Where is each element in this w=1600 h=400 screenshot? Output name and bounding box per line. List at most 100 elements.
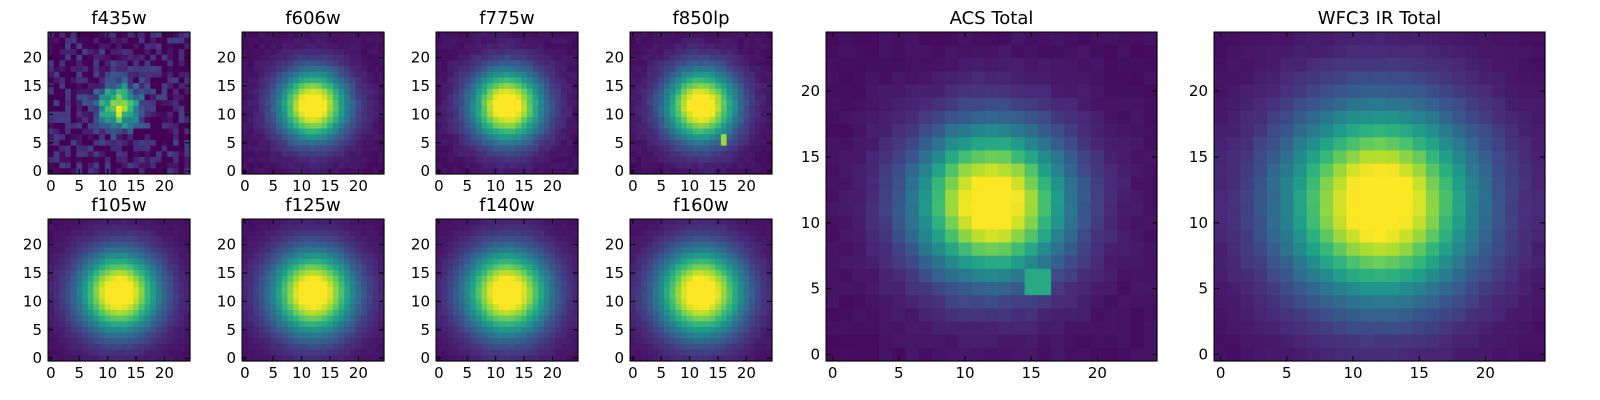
x-tick-label: 20: [737, 177, 756, 195]
heatmap-cell: [87, 54, 95, 61]
heatmap-cell: [647, 139, 654, 147]
heatmap-cell: [110, 54, 117, 61]
heatmap-cell: [259, 156, 266, 164]
heatmap-cell: [361, 145, 368, 152]
heatmap-cell: [732, 258, 739, 266]
heatmap-cell: [675, 71, 682, 79]
heatmap-cell: [715, 151, 722, 158]
heatmap-cell: [104, 128, 112, 135]
heatmap-cell: [99, 151, 106, 158]
heatmap-cell: [652, 54, 659, 61]
heatmap-cell: [138, 309, 146, 317]
heatmap-cell: [276, 304, 283, 311]
heatmap-cell: [698, 219, 705, 226]
y-tick-label: 5: [226, 321, 236, 339]
heatmap-cell: [304, 71, 311, 79]
heatmap-cell: [470, 309, 477, 317]
heatmap-cell: [549, 77, 556, 84]
heatmap-cell: [720, 156, 728, 164]
heatmap-cell: [184, 77, 191, 84]
heatmap-cell: [470, 315, 477, 322]
heatmap-cell: [720, 247, 728, 254]
heatmap-cell: [504, 355, 511, 362]
heatmap-cell: [315, 304, 323, 311]
heatmap-cell: [93, 298, 100, 305]
heatmap-cell: [737, 105, 745, 113]
heatmap-cell: [70, 71, 77, 79]
heatmap-cell: [749, 156, 756, 164]
heatmap-cell: [470, 49, 477, 56]
heatmap-cell: [59, 83, 66, 90]
heatmap-cell: [658, 43, 665, 50]
heatmap-cell: [630, 122, 637, 130]
heatmap-cell: [178, 94, 185, 101]
heatmap-cell: [287, 88, 294, 96]
heatmap-cell: [121, 145, 129, 152]
heatmap-cell: [155, 326, 163, 334]
heatmap-cell: [270, 304, 277, 311]
heatmap-cell: [276, 292, 283, 300]
heatmap-cell: [361, 349, 368, 356]
heatmap-cell: [372, 287, 379, 294]
heatmap-cell: [87, 151, 95, 158]
heatmap-cell: [698, 94, 705, 101]
heatmap-cell: [441, 355, 448, 362]
heatmap-cell: [372, 105, 379, 113]
heatmap-cell: [749, 128, 756, 135]
y-tick-label: 5: [420, 321, 430, 339]
heatmap-cell: [349, 241, 357, 248]
heatmap-cell: [743, 162, 750, 169]
heatmap-cell: [436, 122, 443, 130]
heatmap-cell: [150, 332, 157, 339]
heatmap-cell: [732, 298, 739, 305]
heatmap-cell: [332, 304, 340, 311]
heatmap-cell: [332, 253, 340, 260]
heatmap-cell: [144, 32, 151, 39]
heatmap-cell: [116, 105, 123, 113]
heatmap-cell: [104, 83, 112, 90]
heatmap-cell: [121, 309, 129, 317]
heatmap-cell: [242, 349, 249, 356]
heatmap-cell: [560, 168, 568, 175]
heatmap-cell: [53, 83, 60, 90]
heatmap-cell: [737, 77, 745, 84]
heatmap-cell: [65, 326, 72, 334]
heatmap-cell: [560, 111, 568, 118]
heatmap-cell: [59, 253, 66, 260]
heatmap-cell: [630, 258, 637, 266]
heatmap-cell: [349, 100, 357, 107]
heatmap-cell: [327, 122, 334, 130]
heatmap-cell: [264, 281, 271, 288]
heatmap-cell: [155, 71, 163, 79]
heatmap-cell: [760, 100, 767, 107]
heatmap-cell: [161, 224, 168, 231]
heatmap-cell: [487, 145, 494, 152]
heatmap-cell: [104, 241, 112, 248]
heatmap-cell: [566, 111, 573, 118]
heatmap-cell: [247, 287, 254, 294]
heatmap-cell: [93, 287, 100, 294]
heatmap-cell: [276, 105, 283, 113]
heatmap-cell: [458, 134, 465, 141]
heatmap-cell: [652, 88, 659, 96]
heatmap-cell: [560, 236, 568, 243]
heatmap-cell: [327, 37, 334, 44]
heatmap-cell: [161, 230, 168, 237]
heatmap-cell: [184, 162, 191, 169]
heatmap-cell: [59, 326, 66, 334]
heatmap-cell: [247, 88, 254, 96]
heatmap-cell: [253, 343, 260, 351]
heatmap-cell: [315, 168, 323, 175]
heatmap-cell: [555, 247, 562, 254]
heatmap-cell: [560, 151, 568, 158]
heatmap-cell: [161, 145, 168, 152]
heatmap-cell: [321, 349, 328, 356]
heatmap-cell: [698, 270, 705, 277]
heatmap-cell: [264, 304, 271, 311]
panel-title: f850lp: [672, 8, 729, 29]
heatmap-cell: [555, 309, 562, 317]
heatmap-cell: [487, 32, 494, 39]
heatmap-cell: [652, 100, 659, 107]
heatmap-cell: [293, 37, 300, 44]
heatmap-cell: [492, 281, 500, 288]
